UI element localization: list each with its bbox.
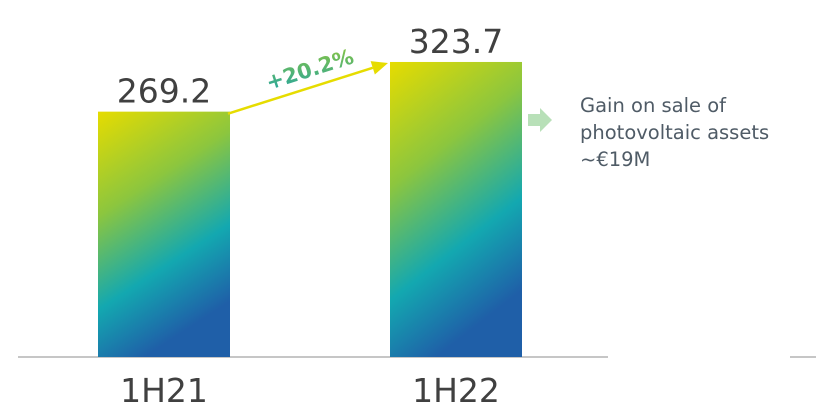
annotation-line: Gain on sale of xyxy=(580,94,727,117)
growth-arrow-head xyxy=(370,61,388,75)
value-label: 323.7 xyxy=(409,22,503,61)
annotation-arrow-icon xyxy=(528,108,552,132)
category-label: 1H21 xyxy=(120,371,208,410)
bar-1H22 xyxy=(390,61,522,357)
category-label: 1H22 xyxy=(412,371,500,410)
value-label: 269.2 xyxy=(117,72,211,111)
bars-group: 269.2 1H21 323.7 1H22 xyxy=(98,22,522,410)
annotation-line: ~€19M xyxy=(580,148,651,171)
bar-1H21 xyxy=(98,111,230,357)
annotation-line: photovoltaic assets xyxy=(580,121,770,144)
growth-arrow-line xyxy=(227,66,374,115)
annotation-text: Gain on sale of photovoltaic assets ~€19… xyxy=(580,92,816,173)
